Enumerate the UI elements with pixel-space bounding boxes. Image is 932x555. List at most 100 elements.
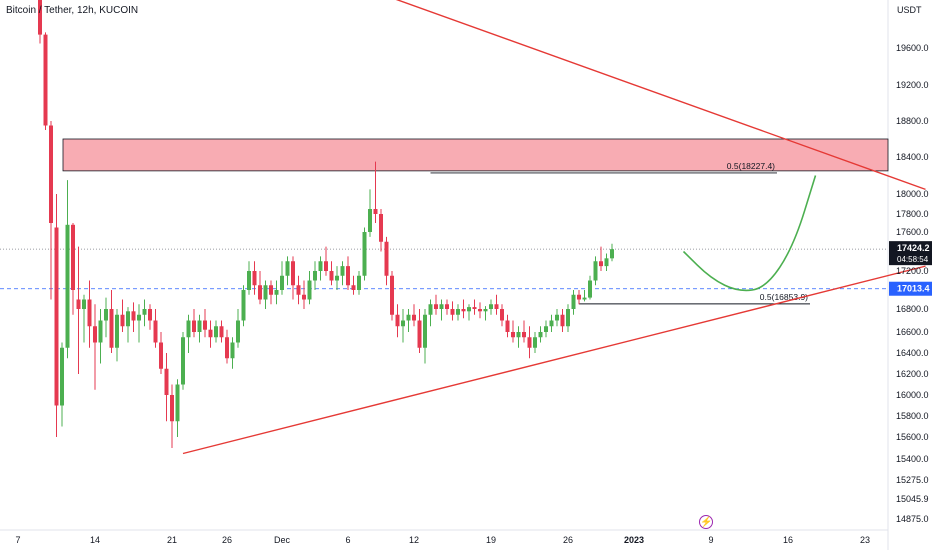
candle-body: [555, 314, 559, 321]
candle-body: [335, 275, 339, 281]
time-tick-label: 9: [708, 535, 713, 545]
price-tick-label: 15400.0: [896, 454, 929, 464]
level-price-tag: [889, 281, 932, 296]
candle-body: [599, 261, 603, 267]
currency-label: USDT: [897, 5, 922, 15]
candle-body: [307, 280, 312, 300]
candle-body: [291, 261, 295, 286]
candle-body: [71, 224, 75, 290]
candle-body: [159, 342, 163, 369]
candle-body: [93, 326, 97, 343]
candle-body: [87, 299, 92, 327]
candle-body: [439, 304, 444, 309]
candle-body: [49, 125, 53, 223]
time-tick-label: Dec: [274, 535, 291, 545]
candle-body: [214, 326, 218, 338]
candle-body: [483, 309, 488, 312]
candle-body: [203, 320, 207, 330]
candle-body: [527, 337, 532, 348]
candle-body: [588, 280, 592, 298]
candle-body: [153, 320, 158, 343]
candle-body: [318, 261, 323, 271]
candle-body: [505, 320, 510, 332]
candle-body: [329, 271, 334, 281]
resistance-zone: [62, 138, 889, 172]
time-tick-label: 16: [783, 535, 793, 545]
candle-body: [390, 275, 394, 315]
candle-body: [126, 311, 130, 327]
candle-body: [362, 232, 367, 276]
candle-body: [351, 285, 356, 290]
candle-body: [346, 266, 350, 286]
candle-body: [450, 309, 455, 315]
candle-body: [197, 320, 202, 332]
candle-body: [142, 309, 147, 315]
candle-body: [236, 320, 240, 343]
time-tick-label: 21: [167, 535, 177, 545]
candle-body: [412, 314, 416, 321]
candle-body: [340, 266, 345, 276]
candle-body: [285, 261, 290, 276]
candle-body: [137, 314, 141, 321]
candle-body: [65, 224, 70, 348]
projection-curve: [682, 175, 817, 292]
price-tick-label: 15600.0: [896, 432, 929, 442]
candle-body: [461, 309, 466, 312]
candle-body: [357, 275, 361, 290]
candle-body: [604, 258, 609, 267]
time-tick-label: 26: [222, 535, 232, 545]
candle-body: [500, 309, 504, 321]
price-tick-label: 18400.0: [896, 152, 929, 162]
candle-body: [379, 214, 383, 242]
candle-body: [120, 314, 125, 327]
price-tick-label: 16200.0: [896, 369, 929, 379]
fib-level-label: 0.5(18227.4): [727, 161, 775, 171]
candle-body: [494, 304, 499, 309]
candle-body: [456, 309, 460, 315]
candle-body: [98, 320, 103, 343]
candle-body: [258, 285, 262, 300]
candle-body: [428, 304, 433, 315]
candle-body: [54, 227, 59, 406]
candle-body: [478, 309, 482, 312]
time-tick-label: 14: [90, 535, 100, 545]
price-tick-label: 17600.0: [896, 227, 929, 237]
candle-body: [148, 309, 152, 321]
price-tick-label: 18000.0: [896, 189, 929, 199]
price-tick-label: 15800.0: [896, 411, 929, 421]
candle-body: [76, 299, 81, 309]
lightning-icon[interactable]: ⚡: [699, 515, 713, 529]
candle-body: [192, 320, 196, 332]
candle-body: [164, 368, 169, 395]
candle-body: [208, 329, 213, 338]
price-tick-label: 15275.0: [896, 475, 929, 485]
candle-body: [489, 304, 493, 309]
candle-body: [368, 209, 372, 232]
candle-body: [406, 314, 411, 321]
candle-body: [538, 332, 543, 338]
descending-trendline: [395, 0, 926, 191]
candle-body: [384, 241, 389, 276]
candle-body: [610, 249, 614, 259]
candle-body: [571, 294, 576, 309]
candle-body: [566, 309, 570, 327]
candle-body: [219, 326, 224, 338]
chart-title: Bitcoin / Tether, 12h, KUCOIN: [6, 5, 138, 16]
candle-body: [423, 314, 427, 348]
time-tick-label: 6: [345, 535, 350, 545]
price-tick-label: 16000.0: [896, 390, 929, 400]
candle-body: [373, 209, 378, 214]
candle-body: [593, 261, 598, 281]
candle-body: [324, 261, 328, 271]
candle-body: [60, 347, 64, 406]
price-tick-label: 18800.0: [896, 116, 929, 126]
candle-body: [109, 309, 114, 348]
time-tick-label: 23: [860, 535, 870, 545]
candle-body: [104, 309, 108, 321]
price-tick-label: 19200.0: [896, 80, 929, 90]
candle-body: [247, 271, 251, 290]
candle-body: [313, 271, 317, 281]
